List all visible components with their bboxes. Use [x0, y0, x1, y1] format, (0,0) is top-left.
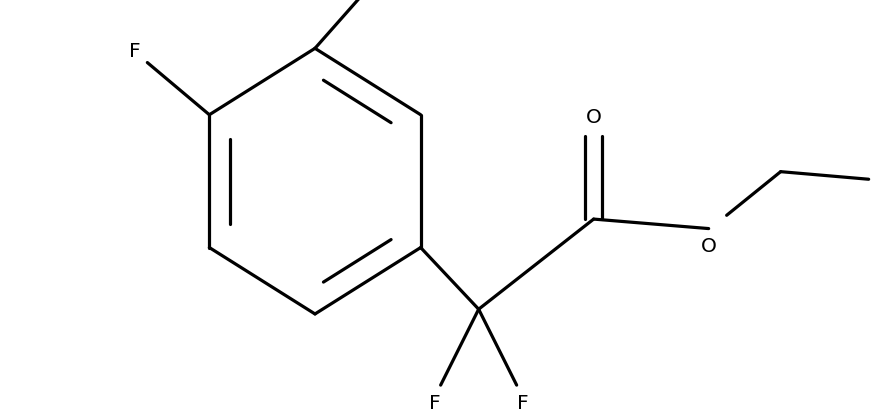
- Text: O: O: [701, 236, 717, 256]
- Text: F: F: [128, 42, 140, 61]
- Text: F: F: [429, 393, 441, 409]
- Text: O: O: [586, 108, 601, 127]
- Text: F: F: [517, 393, 529, 409]
